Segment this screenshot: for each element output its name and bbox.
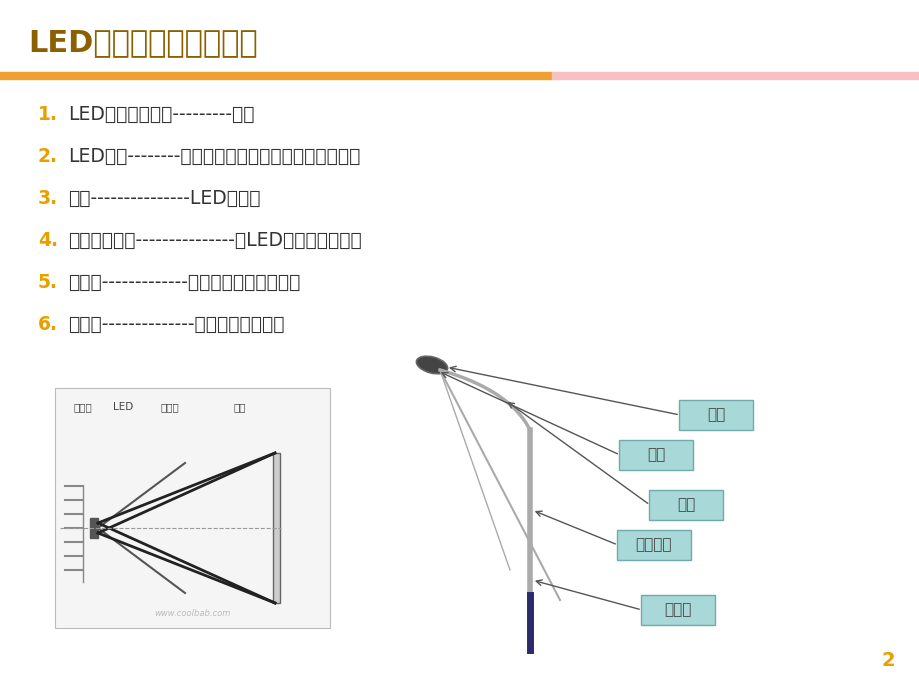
Text: 5.: 5.	[38, 273, 58, 292]
FancyBboxPatch shape	[617, 530, 690, 560]
Text: 灯板---------------LED的载体: 灯板---------------LED的载体	[68, 189, 260, 208]
Text: LED透镜--------改变光的方向，打出特殊的光学效果: LED透镜--------改变光的方向，打出特殊的光学效果	[68, 147, 360, 166]
Text: 灯具: 灯具	[706, 408, 724, 422]
Ellipse shape	[416, 356, 448, 374]
FancyBboxPatch shape	[641, 595, 714, 625]
Bar	[55, 388, 330, 628]
Text: 驱动（电源）---------------使LED发光（发动机）: 驱动（电源）---------------使LED发光（发动机）	[68, 231, 361, 250]
Text: 法兰盘: 法兰盘	[664, 602, 691, 618]
Text: 1.: 1.	[38, 105, 58, 124]
FancyBboxPatch shape	[648, 490, 722, 520]
Text: 6.: 6.	[38, 315, 58, 334]
Text: LED芯片（灯珠）---------发光: LED芯片（灯珠）---------发光	[68, 105, 255, 124]
Text: 2: 2	[880, 651, 894, 670]
Text: 反光罩: 反光罩	[161, 402, 179, 412]
Text: 散热片: 散热片	[74, 402, 92, 412]
Text: LED: LED	[113, 402, 133, 412]
Text: 灯体壳-------------美观，防水防尘，散热: 灯体壳-------------美观，防水防尘，散热	[68, 273, 300, 292]
Bar	[551, 72, 919, 79]
Text: 4.: 4.	[38, 231, 58, 250]
FancyBboxPatch shape	[618, 440, 692, 470]
FancyBboxPatch shape	[678, 400, 752, 430]
Text: 透镜: 透镜	[233, 402, 246, 412]
Text: 2.: 2.	[38, 147, 58, 166]
Text: 灯臂: 灯臂	[676, 497, 695, 513]
Bar	[90, 518, 98, 538]
Bar	[273, 453, 279, 603]
Text: 分控器--------------控制灯的变化方式: 分控器--------------控制灯的变化方式	[68, 315, 284, 334]
Text: 光源: 光源	[646, 448, 664, 462]
Text: LED灯具的基本组成部分: LED灯具的基本组成部分	[28, 28, 257, 57]
Bar	[0, 72, 551, 79]
Text: 灯杆、线: 灯杆、线	[635, 538, 672, 553]
Text: 3.: 3.	[38, 189, 58, 208]
Text: www.coolbab.com: www.coolbab.com	[153, 609, 230, 618]
